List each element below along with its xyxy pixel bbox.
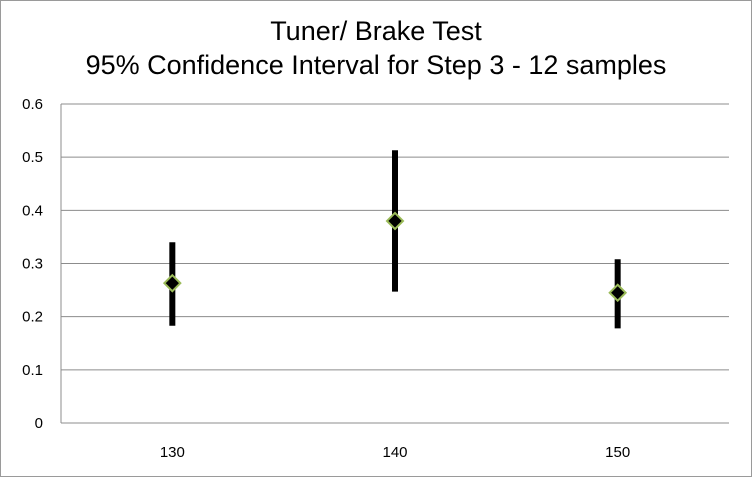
axis-layer	[60, 104, 729, 424]
x-tick-label: 150	[605, 444, 630, 461]
y-tick-label: 0	[35, 415, 43, 432]
y-tick-label: 0.3	[22, 256, 43, 273]
x-tick-label: 130	[160, 444, 185, 461]
chart-title: Tuner/ Brake Test 95% Confidence Interva…	[0, 14, 752, 82]
mean-marker-130	[162, 273, 182, 293]
chart-title-line-1: Tuner/ Brake Test	[270, 16, 482, 46]
mean-marker-140	[385, 211, 405, 231]
y-tick-label: 0.5	[22, 149, 43, 166]
y-tick-label: 0.6	[22, 96, 43, 113]
y-tick-label: 0.1	[22, 362, 43, 379]
y-tick-label: 0.2	[22, 309, 43, 326]
error-bar-layer	[169, 150, 621, 329]
marker-layer	[162, 211, 628, 303]
mean-marker-150	[608, 283, 628, 303]
tick-label-layer: 0 0.1 0.2 0.3 0.4 0.5 0.6 130 140 150	[22, 96, 630, 461]
x-tick-label: 140	[382, 444, 407, 461]
y-tick-label: 0.4	[22, 202, 43, 219]
chart-title-line-2: 95% Confidence Interval for Step 3 - 12 …	[85, 50, 667, 80]
